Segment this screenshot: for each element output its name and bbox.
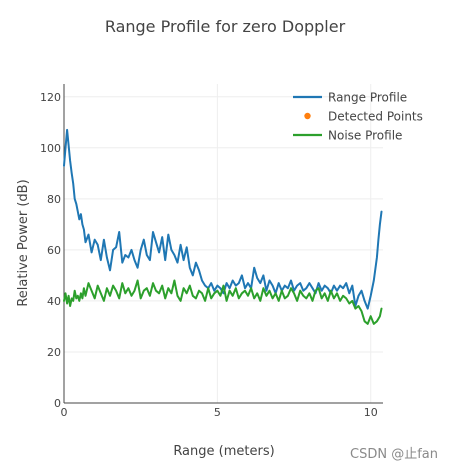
y-tick-label: 120 — [40, 91, 61, 104]
y-tick-label: 20 — [47, 346, 61, 359]
legend[interactable]: Range Profile Detected Points Noise Prof… — [293, 91, 423, 143]
x-tick-label: 5 — [214, 406, 221, 419]
x-tick-label: 10 — [364, 406, 378, 419]
series-lines — [63, 128, 383, 325]
y-tick-label: 80 — [47, 193, 61, 206]
legend-label-noise-profile: Noise Profile — [328, 129, 402, 143]
legend-label-detected-points: Detected Points — [328, 110, 423, 124]
y-tick-labels: 0 20 40 60 80 100 120 — [40, 91, 61, 410]
legend-item-noise-profile[interactable]: Noise Profile — [293, 129, 402, 143]
x-tick-labels: 0 5 10 — [61, 406, 378, 419]
x-tick-label: 0 — [61, 406, 68, 419]
legend-swatch-detected-points — [304, 112, 311, 120]
y-tick-label: 60 — [47, 244, 61, 257]
legend-item-detected-points[interactable]: Detected Points — [304, 110, 423, 124]
series-line-noise-profile — [63, 279, 383, 325]
watermark-text: CSDN @止fan — [350, 447, 438, 462]
x-axis-title: Range (meters) — [173, 444, 274, 459]
axes — [63, 84, 383, 404]
y-tick-label: 0 — [54, 397, 61, 410]
series-line-range-profile — [63, 128, 383, 310]
grid-lines — [64, 84, 383, 403]
y-tick-label: 40 — [47, 295, 61, 308]
chart-title: Range Profile for zero Doppler — [105, 17, 346, 36]
y-tick-label: 100 — [40, 142, 61, 155]
y-axis-title: Relative Power (dB) — [16, 179, 31, 306]
legend-label-range-profile: Range Profile — [328, 91, 407, 105]
legend-item-range-profile[interactable]: Range Profile — [293, 91, 407, 105]
